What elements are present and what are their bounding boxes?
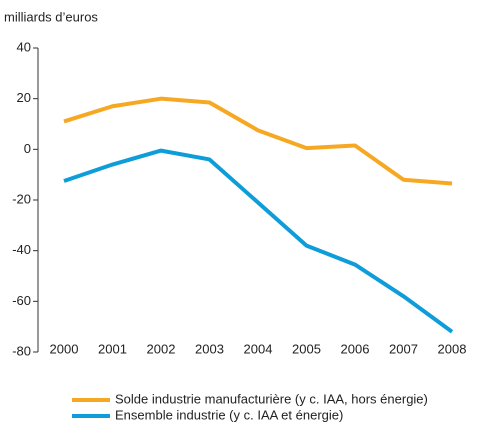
y-tick-label: -60 [12,293,31,308]
x-tick-label: 2003 [195,341,224,356]
y-axis-label: milliards d’euros [4,9,98,24]
y-tick-label: -80 [12,343,31,358]
y-tick-label: -20 [12,191,31,206]
y-tick-label: 20 [17,90,31,105]
x-tick-label: 2005 [292,341,321,356]
x-tick-label: 2006 [341,341,370,356]
y-tick-label: 0 [24,141,31,156]
x-tick-label: 2004 [244,341,273,356]
series-line [63,96,453,186]
x-tick-label: 2007 [389,341,418,356]
y-tick-label: -40 [12,242,31,257]
series-line [63,148,454,334]
legend-label: Solde industrie manufacturière (y c. IAA… [115,391,428,406]
x-tick-label: 2002 [147,341,176,356]
x-tick-label: 2008 [438,341,467,356]
y-tick-label: 40 [17,39,31,54]
x-tick-label: 2000 [50,341,79,356]
legend-label: Ensemble industrie (y c. IAA et énergie) [115,407,343,422]
x-tick-label: 2001 [98,341,127,356]
